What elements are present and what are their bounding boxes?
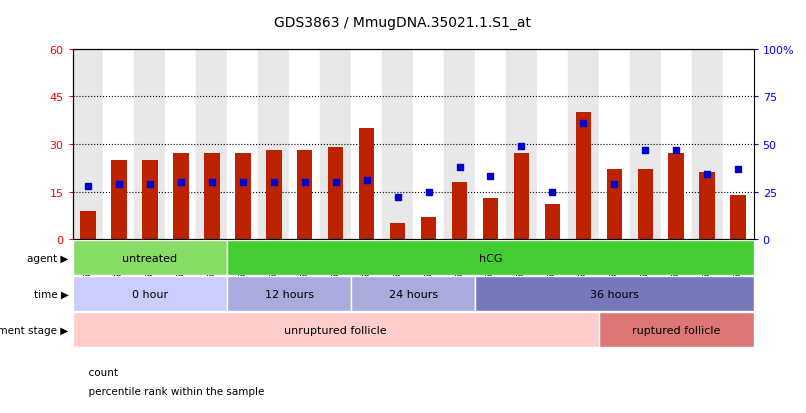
Point xyxy=(143,181,156,188)
Point xyxy=(546,189,559,195)
Bar xyxy=(629,50,661,240)
Point xyxy=(391,195,404,201)
Point xyxy=(670,147,683,154)
Bar xyxy=(575,113,591,240)
Text: development stage ▶: development stage ▶ xyxy=(0,325,69,335)
Bar xyxy=(142,160,158,240)
Text: 0 hour: 0 hour xyxy=(132,289,168,299)
Text: GDS3863 / MmugDNA.35021.1.S1_at: GDS3863 / MmugDNA.35021.1.S1_at xyxy=(275,16,531,30)
Text: ruptured follicle: ruptured follicle xyxy=(632,325,721,335)
Bar xyxy=(638,170,653,240)
Point xyxy=(453,164,466,171)
Point xyxy=(608,181,621,188)
Point xyxy=(422,189,435,195)
Point xyxy=(732,166,745,173)
Point xyxy=(174,179,187,186)
Bar xyxy=(73,50,103,240)
Point xyxy=(515,143,528,150)
Bar xyxy=(235,154,251,240)
Bar xyxy=(227,276,351,311)
Point xyxy=(113,181,126,188)
Text: percentile rank within the sample: percentile rank within the sample xyxy=(82,386,264,396)
Point xyxy=(298,179,311,186)
Bar xyxy=(351,276,475,311)
Bar xyxy=(599,312,754,347)
Text: hCG: hCG xyxy=(479,253,502,263)
Bar xyxy=(197,50,227,240)
Bar xyxy=(359,129,374,240)
Bar xyxy=(390,224,405,240)
Bar xyxy=(103,50,135,240)
Bar xyxy=(204,154,219,240)
Bar xyxy=(475,276,754,311)
Bar xyxy=(73,240,227,275)
Bar xyxy=(351,50,382,240)
Bar xyxy=(700,173,715,240)
Bar xyxy=(320,50,351,240)
Bar xyxy=(73,312,599,347)
Bar xyxy=(452,183,467,240)
Bar xyxy=(111,160,127,240)
Text: untreated: untreated xyxy=(123,253,177,263)
Point xyxy=(700,172,713,178)
Bar xyxy=(81,211,96,240)
Point xyxy=(639,147,652,154)
Text: count: count xyxy=(82,367,118,377)
Point xyxy=(577,120,590,127)
Text: unruptured follicle: unruptured follicle xyxy=(285,325,387,335)
Bar xyxy=(165,50,197,240)
Text: 24 hours: 24 hours xyxy=(388,289,438,299)
Bar xyxy=(266,151,281,240)
Bar xyxy=(607,170,622,240)
Point xyxy=(206,179,218,186)
Bar xyxy=(483,198,498,240)
Bar xyxy=(599,50,629,240)
Bar xyxy=(730,195,746,240)
Text: time ▶: time ▶ xyxy=(34,289,69,299)
Text: 12 hours: 12 hours xyxy=(264,289,314,299)
Bar xyxy=(328,148,343,240)
Point xyxy=(81,183,94,190)
Bar xyxy=(421,217,436,240)
Bar xyxy=(173,154,189,240)
Bar xyxy=(135,50,165,240)
Bar xyxy=(289,50,320,240)
Bar xyxy=(382,50,413,240)
Bar xyxy=(723,50,754,240)
Bar xyxy=(668,154,684,240)
Point xyxy=(484,173,497,180)
Point xyxy=(329,179,342,186)
Bar xyxy=(444,50,475,240)
Point xyxy=(268,179,280,186)
Bar xyxy=(297,151,313,240)
Bar xyxy=(227,50,258,240)
Bar xyxy=(73,276,227,311)
Bar xyxy=(545,205,560,240)
Bar xyxy=(692,50,723,240)
Point xyxy=(236,179,249,186)
Text: agent ▶: agent ▶ xyxy=(27,253,69,263)
Bar xyxy=(537,50,568,240)
Bar xyxy=(568,50,599,240)
Bar xyxy=(506,50,537,240)
Bar xyxy=(661,50,692,240)
Text: 36 hours: 36 hours xyxy=(590,289,638,299)
Bar xyxy=(258,50,289,240)
Point xyxy=(360,177,373,184)
Bar xyxy=(227,240,754,275)
Bar xyxy=(413,50,444,240)
Bar xyxy=(475,50,506,240)
Bar xyxy=(513,154,530,240)
